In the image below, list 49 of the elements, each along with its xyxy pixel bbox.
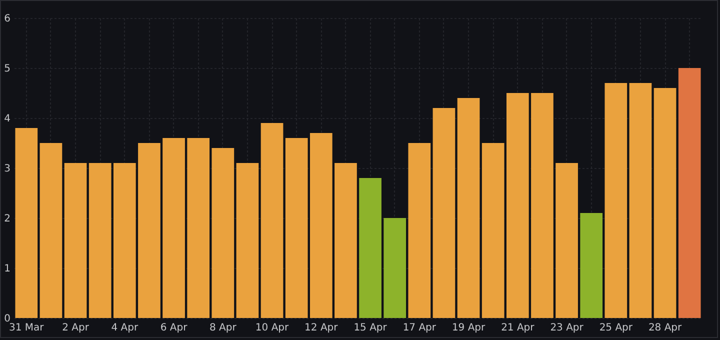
bar <box>506 93 529 318</box>
bar <box>629 83 652 318</box>
x-tick-label: 4 Apr <box>111 322 139 334</box>
bar <box>359 178 382 318</box>
x-tick-label: 19 Apr <box>452 322 486 334</box>
x-tick-label: 2 Apr <box>62 322 90 334</box>
bar <box>88 163 112 318</box>
bar <box>408 143 431 318</box>
bar <box>162 138 185 318</box>
bar <box>457 98 480 318</box>
x-tick-label: 31 Mar <box>9 322 45 334</box>
x-tick-label: 15 Apr <box>354 322 388 334</box>
y-tick-label: 2 <box>4 214 10 224</box>
y-tick-label: 0 <box>4 314 10 324</box>
y-tick-label: 6 <box>4 14 10 24</box>
bar <box>40 143 62 318</box>
bar <box>604 83 628 318</box>
bar <box>285 138 308 318</box>
bar <box>113 163 136 318</box>
bar <box>432 108 456 318</box>
x-tick-label: 25 Apr <box>599 322 634 334</box>
y-tick-label: 1 <box>4 264 10 274</box>
bar <box>187 138 210 318</box>
x-tick-label: 8 Apr <box>209 322 238 334</box>
y-tick-label: 3 <box>4 164 10 174</box>
x-tick-label: 23 Apr <box>550 322 584 334</box>
bar <box>580 213 603 318</box>
x-tick-label: 28 Apr <box>648 322 683 334</box>
bar <box>15 128 38 318</box>
y-tick-label: 5 <box>4 64 10 74</box>
bar <box>64 163 87 318</box>
bar <box>212 148 234 318</box>
bar <box>384 218 406 318</box>
bar <box>531 93 554 318</box>
x-tick-label: 12 Apr <box>304 322 339 334</box>
bar <box>482 143 504 318</box>
bar <box>654 88 676 318</box>
y-tick-label: 4 <box>4 114 10 124</box>
bar <box>260 123 284 318</box>
x-tick-label: 21 Apr <box>501 322 536 334</box>
bar <box>310 133 332 318</box>
bar <box>556 163 578 318</box>
bar <box>678 68 701 318</box>
bar <box>236 163 259 318</box>
x-tick-label: 6 Apr <box>160 322 188 334</box>
bar <box>334 163 357 318</box>
x-tick-label: 10 Apr <box>255 322 290 334</box>
x-tick-label: 17 Apr <box>402 322 437 334</box>
bar <box>138 143 160 318</box>
